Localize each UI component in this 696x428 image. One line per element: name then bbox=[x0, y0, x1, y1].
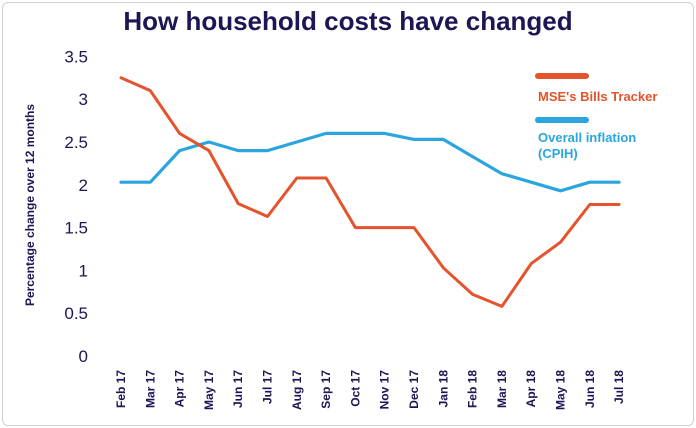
x-tick-label: Jan 18 bbox=[436, 370, 450, 408]
y-tick-label: 3 bbox=[79, 90, 88, 109]
x-tick-label: Jun 17 bbox=[231, 370, 245, 408]
x-tick-label: Feb 18 bbox=[466, 370, 480, 408]
x-tick-label: Aug 17 bbox=[290, 370, 304, 410]
x-tick-label: May 17 bbox=[202, 370, 216, 410]
x-tick-label: Feb 17 bbox=[114, 370, 128, 408]
x-tick-label: Mar 17 bbox=[143, 370, 157, 408]
series-line-bills-tracker bbox=[119, 76, 621, 308]
x-tick-label: Oct 17 bbox=[348, 370, 362, 407]
y-tick-label: 1 bbox=[79, 261, 88, 280]
y-tick-label: 2 bbox=[79, 176, 88, 195]
x-tick-label: Apr 18 bbox=[524, 370, 538, 408]
y-tick-label: 2.5 bbox=[64, 133, 88, 152]
legend-label-bills-tracker: MSE's Bills Tracker bbox=[538, 89, 657, 104]
x-tick-label: Dec 17 bbox=[407, 370, 421, 409]
y-tick-label: 0 bbox=[79, 347, 88, 366]
series-lines bbox=[119, 76, 621, 308]
y-tick-label: 1.5 bbox=[64, 219, 88, 238]
x-tick-label: Jul 17 bbox=[261, 370, 275, 404]
x-tick-label: Sep 17 bbox=[319, 370, 333, 409]
chart-title: How household costs have changed bbox=[123, 6, 573, 36]
y-tick-labels: 0 0.5 1 1.5 2 2.5 3 3.5 bbox=[64, 47, 88, 366]
legend: MSE's Bills Tracker Overall inflation (C… bbox=[535, 73, 657, 161]
series-line-cpih bbox=[119, 131, 621, 193]
x-tick-label: Apr 17 bbox=[173, 370, 187, 408]
x-tick-label: Mar 18 bbox=[495, 370, 509, 408]
x-tick-label: Nov 17 bbox=[378, 370, 392, 410]
x-tick-labels: Feb 17 Mar 17 Apr 17 May 17 Jun 17 Jul 17 Aug … bbox=[114, 370, 626, 410]
x-tick-label: Jul 18 bbox=[612, 370, 626, 404]
y-tick-label: 0.5 bbox=[64, 304, 88, 323]
x-tick-label: May 18 bbox=[554, 370, 568, 410]
legend-label-cpih: Overall inflation (CPIH) bbox=[538, 130, 640, 161]
x-tick-label: Jun 18 bbox=[583, 370, 597, 408]
y-tick-label: 3.5 bbox=[64, 47, 88, 66]
